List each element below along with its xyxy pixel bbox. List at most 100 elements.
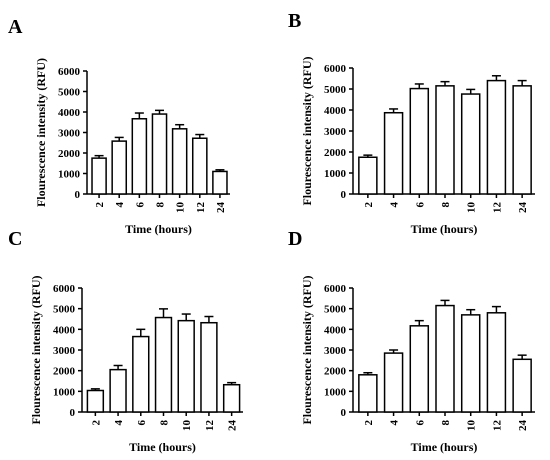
x-tick-label: 6	[134, 202, 146, 208]
y-tick-label: 2000	[324, 147, 347, 159]
y-tick-label: 2000	[324, 366, 347, 378]
y-tick-label: 5000	[324, 84, 347, 96]
x-tick-label: 8	[440, 202, 452, 208]
x-tick-label: 10	[466, 420, 478, 432]
x-axis-title: Time (hours)	[411, 222, 478, 236]
y-tick-label: 0	[70, 407, 76, 419]
y-axis-title: Flourescence intensity (RFU)	[29, 275, 43, 424]
y-tick-label: 5000	[58, 87, 81, 99]
x-tick-label: 24	[215, 202, 227, 214]
bar-8	[435, 85, 455, 195]
bar-2	[86, 389, 105, 413]
y-tick-label: 4000	[53, 324, 76, 336]
x-tick-label: 10	[181, 420, 193, 432]
bar-2	[358, 156, 378, 195]
bar-10	[460, 93, 481, 195]
x-axis-title: Time (hours)	[125, 222, 192, 236]
bar-24	[212, 170, 228, 195]
x-tick-label: 4	[389, 202, 401, 208]
bar-24	[512, 85, 532, 195]
bar-8	[151, 113, 168, 195]
bar-2	[91, 157, 107, 195]
y-tick-label: 4000	[324, 105, 347, 117]
x-tick-label: 10	[466, 202, 478, 214]
y-tick-label: 4000	[58, 107, 81, 119]
y-tick-label: 2000	[53, 366, 76, 378]
bar-12	[486, 312, 507, 413]
y-tick-label: 3000	[324, 126, 347, 138]
y-tick-label: 0	[341, 189, 347, 201]
x-tick-label: 2	[363, 202, 375, 208]
y-tick-label: 2000	[58, 148, 81, 160]
y-tick-label: 0	[341, 407, 347, 419]
y-tick-label: 6000	[324, 283, 347, 295]
bar-2	[358, 374, 378, 413]
bar-10	[460, 314, 481, 413]
y-tick-label: 1000	[58, 169, 81, 181]
x-tick-label: 8	[155, 202, 167, 208]
x-tick-label: 8	[159, 420, 171, 426]
x-tick-label: 6	[136, 420, 148, 426]
x-tick-label: 24	[517, 202, 529, 214]
bar-24	[222, 383, 241, 413]
bar-8	[435, 304, 455, 413]
panel-label: B	[288, 10, 301, 32]
bar-10	[177, 319, 195, 413]
bar-12	[486, 79, 507, 195]
bar-12	[191, 137, 208, 195]
x-tick-label: 24	[227, 420, 239, 432]
y-axis-title: Flourescence intensity (RFU)	[34, 58, 48, 207]
x-tick-label: 12	[491, 420, 503, 432]
bar-4	[383, 352, 404, 413]
x-tick-label: 2	[90, 420, 102, 426]
bar-6	[409, 325, 430, 413]
x-tick-label: 4	[113, 420, 125, 426]
x-tick-label: 6	[414, 202, 426, 208]
y-tick-label: 1000	[324, 386, 347, 398]
bar-6	[409, 87, 430, 195]
x-tick-label: 12	[204, 420, 216, 432]
y-tick-label: 5000	[53, 304, 76, 316]
bar-12	[200, 321, 218, 413]
bar-8	[154, 316, 173, 413]
bar-24	[512, 358, 532, 413]
y-tick-label: 3000	[58, 128, 81, 140]
y-tick-label: 6000	[53, 283, 76, 295]
bar-6	[132, 335, 150, 413]
bar-4	[111, 140, 128, 195]
panel-label: C	[8, 228, 22, 250]
panel-label: D	[288, 228, 302, 250]
y-tick-label: 4000	[324, 324, 347, 336]
x-tick-label: 4	[114, 202, 126, 208]
x-tick-label: 2	[363, 420, 375, 426]
bar-4	[383, 111, 404, 195]
bar-10	[171, 128, 188, 195]
x-axis-title: Time (hours)	[411, 440, 478, 454]
y-axis-title: Flourescence intensity (RFU)	[300, 56, 314, 205]
x-tick-label: 24	[517, 420, 529, 432]
x-tick-label: 6	[414, 420, 426, 426]
x-tick-label: 8	[440, 420, 452, 426]
x-axis-title: Time (hours)	[129, 440, 196, 454]
y-tick-label: 6000	[324, 63, 347, 75]
y-tick-label: 3000	[53, 345, 76, 357]
x-tick-label: 12	[195, 202, 207, 214]
x-tick-label: 2	[94, 202, 106, 208]
bar-4	[109, 368, 127, 413]
y-tick-label: 1000	[324, 168, 347, 180]
x-tick-label: 10	[175, 202, 187, 214]
y-tick-label: 0	[75, 189, 81, 201]
panel-label: A	[8, 16, 23, 38]
y-tick-label: 5000	[324, 304, 347, 316]
y-tick-label: 6000	[58, 66, 81, 78]
x-tick-label: 4	[389, 420, 401, 426]
bar-6	[131, 118, 148, 195]
x-tick-label: 12	[491, 202, 503, 214]
y-tick-label: 1000	[53, 386, 76, 398]
y-axis-title: Flourescence intensity (RFU)	[300, 275, 314, 424]
